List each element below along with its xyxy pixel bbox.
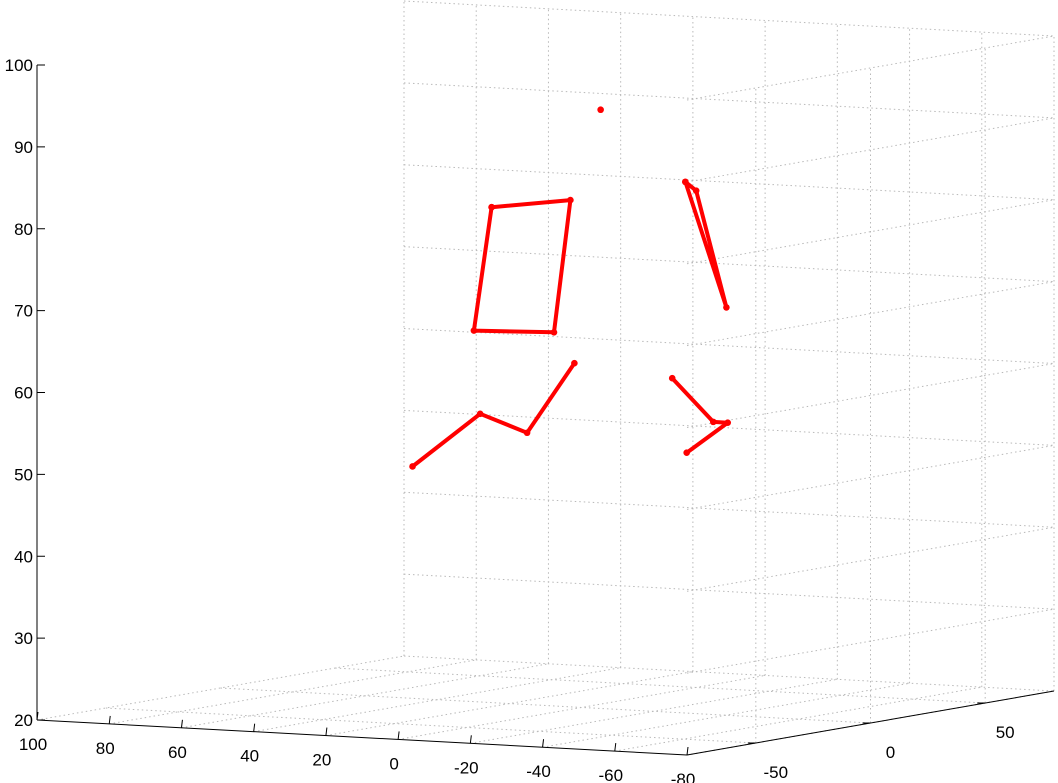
tick-labels: 100 80 60 40 20 0 -20 -40 -60 -80 -50 0 50 20 30 40 50 60… [5,56,1015,783]
y-tick-label: -50 [764,763,789,782]
floor-grid-line [220,687,871,724]
x-tick-mark [180,719,183,728]
back-wall-grid-line [686,526,1055,592]
data-point [724,419,732,426]
z-tick-label: 100 [5,56,33,75]
data-point [470,327,478,334]
side-wall-grid-line [403,82,1055,119]
x-tick-label: 60 [168,743,187,762]
x-tick-label: -20 [454,758,479,777]
data-point [723,304,730,311]
data-point [571,359,578,367]
x-axis-line [36,719,688,756]
x-tick-label: 100 [19,735,47,754]
series-line [410,361,577,469]
x-tick-mark [469,735,472,744]
z-tick-label: 50 [14,465,33,484]
back-wall-grid-line [686,363,1055,428]
floor-grid-line [398,674,766,740]
z-tick-label: 80 [14,220,33,239]
side-wall-grid-line [403,246,1055,283]
data-point [709,418,717,426]
x-tick-label: -40 [526,762,551,781]
floor-grid-line [105,707,756,744]
side-wall-grid-line [403,164,1055,201]
x-tick-label: 40 [240,747,259,766]
side-wall-grid-line [403,655,1055,692]
z-tick-label: 40 [14,547,33,566]
floor-grid-line [335,667,986,704]
x-tick-label: 20 [312,751,331,770]
floor-grid-line [614,686,982,752]
series-line [471,198,573,335]
z-tick-label: 30 [14,629,33,648]
grid-lines [36,0,1055,756]
z-tick-label: 90 [14,138,33,157]
back-wall-grid-line [686,117,1055,183]
x-tick-mark [325,727,328,736]
data-point [683,449,690,456]
data-point [567,196,574,204]
data-point [550,328,558,336]
x-tick-label: -60 [598,766,623,783]
back-wall-grid-line [686,35,1055,101]
x-tick-label: -80 [671,770,696,783]
x-tick-mark [36,711,39,721]
z-tick-label: 60 [14,384,33,403]
side-wall-grid-line [403,573,1055,610]
x-tick-mark [253,723,256,732]
side-wall-grid-line [403,409,1055,446]
data-point [692,187,700,194]
x-tick-mark [542,739,545,748]
z-tick-label: 20 [14,711,33,730]
back-wall-grid-line [686,281,1055,347]
x-tick-mark [614,743,617,752]
x-tick-mark [108,715,111,724]
series-line [683,179,729,310]
back-wall-grid-line [686,444,1055,510]
side-wall-grid-line [403,0,1055,37]
data-point [476,410,484,418]
y-tick-label: 50 [996,723,1015,742]
data-point [488,203,495,211]
data-point [597,106,604,114]
y-tick-label: 0 [886,743,895,762]
axes [36,64,1055,756]
floor-grid-line [542,682,910,748]
side-wall-grid-line [403,491,1055,528]
floor-grid-line [470,678,838,744]
data-series [409,106,732,470]
data-point [523,429,531,437]
data-point [409,463,416,470]
x-tick-label: 80 [96,739,115,758]
series-line [670,376,730,455]
x-tick-mark [686,746,689,756]
data-point [668,374,676,382]
side-wall-grid-line [403,328,1055,364]
data-point [682,178,689,186]
x-tick-label: 0 [389,754,398,773]
z-tick-label: 70 [14,302,33,321]
x-tick-mark [397,731,400,740]
